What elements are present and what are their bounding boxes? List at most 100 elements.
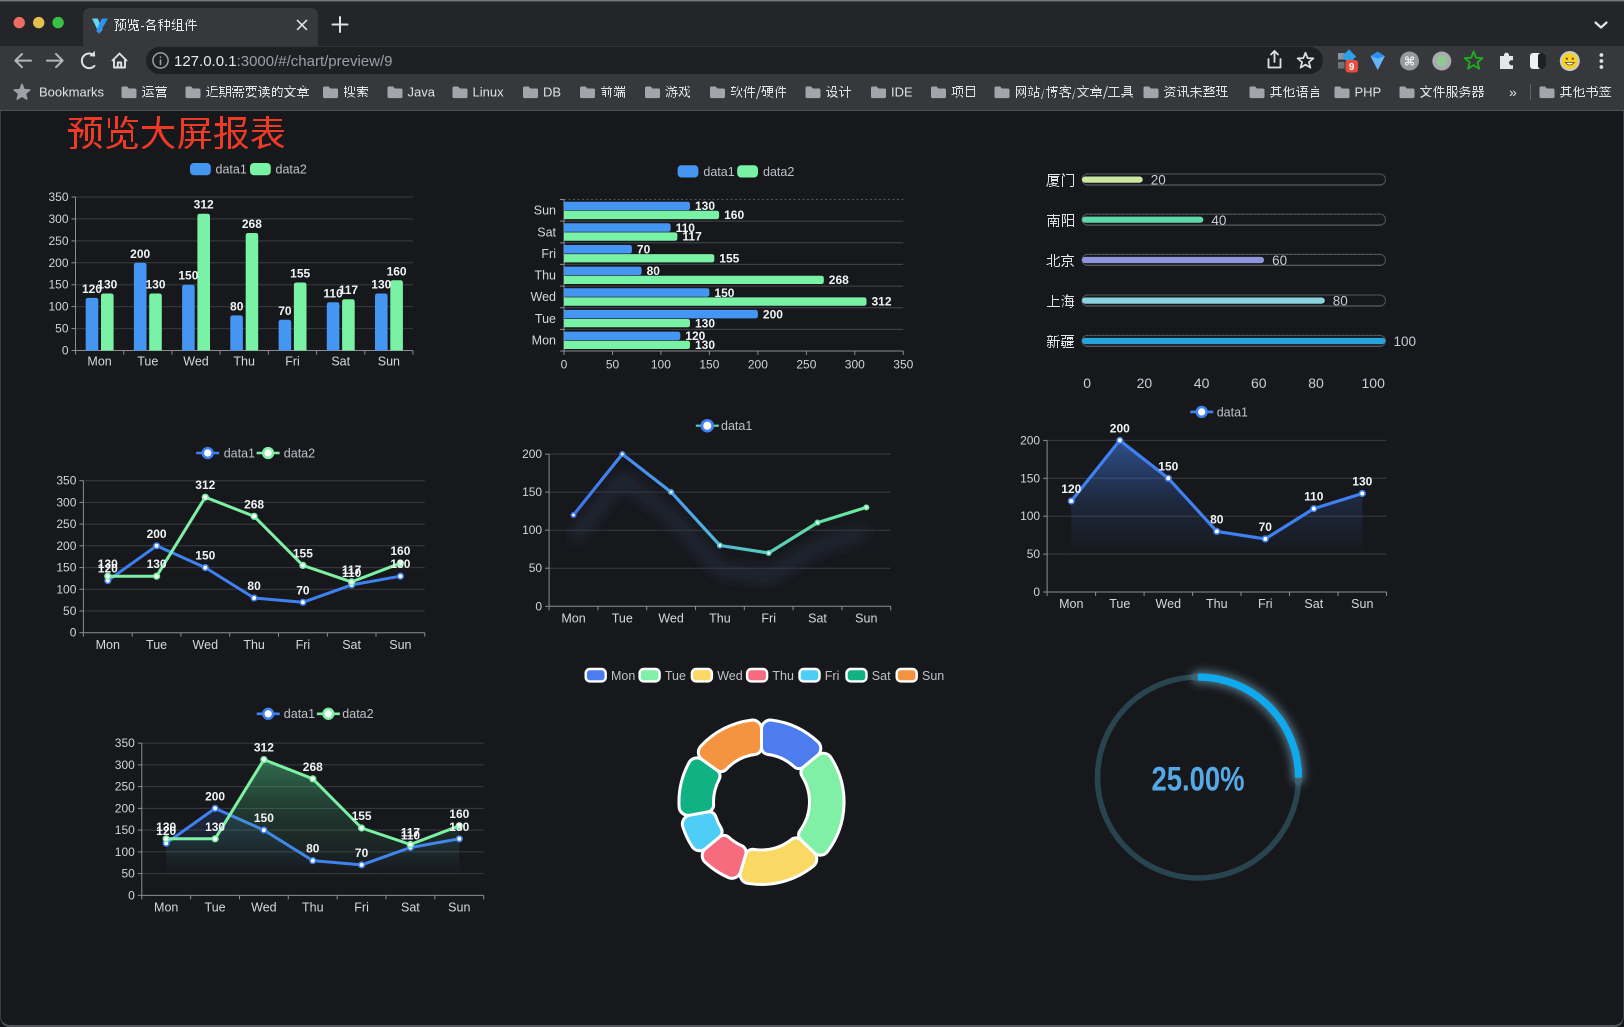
svg-text:Sat: Sat xyxy=(808,612,827,626)
svg-text:Wed: Wed xyxy=(193,638,219,652)
svg-text:Mon: Mon xyxy=(87,355,111,369)
svg-text:200: 200 xyxy=(48,256,68,270)
svg-text:200: 200 xyxy=(147,527,167,541)
svg-text:80: 80 xyxy=(306,842,320,856)
svg-text:120: 120 xyxy=(156,824,176,838)
svg-text:300: 300 xyxy=(48,212,68,226)
svg-text:Fri: Fri xyxy=(1258,597,1273,611)
svg-text:Sat: Sat xyxy=(1304,597,1323,611)
svg-text:Wed: Wed xyxy=(717,669,743,683)
svg-text:120: 120 xyxy=(685,329,705,343)
svg-text:data2: data2 xyxy=(284,446,315,460)
svg-text:300: 300 xyxy=(845,358,865,372)
svg-text:Sat: Sat xyxy=(537,225,556,239)
svg-text:9: 9 xyxy=(1349,62,1355,73)
svg-text:150: 150 xyxy=(1158,459,1178,473)
svg-text:160: 160 xyxy=(724,208,744,222)
svg-text:130: 130 xyxy=(145,278,165,292)
svg-text:Mon: Mon xyxy=(1059,597,1083,611)
svg-text:100: 100 xyxy=(1020,509,1040,523)
svg-text:Wed: Wed xyxy=(1156,597,1182,611)
svg-text:PHP: PHP xyxy=(1355,85,1382,100)
svg-text:350: 350 xyxy=(115,736,135,750)
svg-text:0: 0 xyxy=(62,344,69,358)
svg-text:50: 50 xyxy=(55,322,69,336)
svg-text:150: 150 xyxy=(195,549,215,563)
svg-text:Tue: Tue xyxy=(612,612,633,626)
svg-text:70: 70 xyxy=(637,243,651,257)
svg-text:Sun: Sun xyxy=(378,355,400,369)
svg-text:150: 150 xyxy=(522,485,542,499)
svg-text:130: 130 xyxy=(205,820,225,834)
svg-text:Sat: Sat xyxy=(331,355,350,369)
svg-text:50: 50 xyxy=(121,867,135,881)
svg-text:0: 0 xyxy=(1083,375,1091,391)
svg-text:150: 150 xyxy=(1020,471,1040,485)
svg-text:100: 100 xyxy=(1394,334,1417,349)
svg-text:Linux: Linux xyxy=(473,85,505,100)
svg-text:Fri: Fri xyxy=(825,669,840,683)
svg-text:Mon: Mon xyxy=(561,612,585,626)
svg-text:Wed: Wed xyxy=(658,612,684,626)
svg-text:IDE: IDE xyxy=(891,85,913,100)
svg-text:50: 50 xyxy=(606,358,620,372)
svg-text:40: 40 xyxy=(1211,213,1226,228)
svg-text:25.00%: 25.00% xyxy=(1152,761,1245,799)
svg-text:60: 60 xyxy=(1251,375,1267,391)
svg-text:80: 80 xyxy=(1308,375,1324,391)
svg-text:Thu: Thu xyxy=(534,269,556,283)
svg-text:Sat: Sat xyxy=(872,669,891,683)
svg-text:Thu: Thu xyxy=(772,669,794,683)
svg-text:100: 100 xyxy=(115,845,135,859)
svg-text:268: 268 xyxy=(829,273,849,287)
svg-text:150: 150 xyxy=(178,269,198,283)
svg-text:50: 50 xyxy=(63,604,77,618)
svg-text:155: 155 xyxy=(352,809,372,823)
svg-text:155: 155 xyxy=(293,546,313,560)
svg-text:70: 70 xyxy=(278,304,292,318)
svg-text:312: 312 xyxy=(195,478,215,492)
svg-text:70: 70 xyxy=(355,846,369,860)
svg-text:Sun: Sun xyxy=(922,669,944,683)
svg-text:0: 0 xyxy=(535,599,542,613)
svg-text:200: 200 xyxy=(115,801,135,815)
svg-text:130: 130 xyxy=(695,338,715,352)
svg-text:Thu: Thu xyxy=(233,355,255,369)
svg-text:200: 200 xyxy=(56,539,76,553)
svg-text:50: 50 xyxy=(1027,547,1041,561)
svg-text:Sun: Sun xyxy=(389,638,411,652)
svg-text:0: 0 xyxy=(128,888,135,902)
svg-text:120: 120 xyxy=(1061,482,1081,496)
svg-text:60: 60 xyxy=(1272,253,1287,268)
svg-text:data1: data1 xyxy=(284,707,315,721)
svg-text:268: 268 xyxy=(242,217,262,231)
svg-text:200: 200 xyxy=(748,358,768,372)
svg-text:100: 100 xyxy=(522,523,542,537)
svg-text:Java: Java xyxy=(408,85,436,100)
svg-text:Fri: Fri xyxy=(285,355,300,369)
svg-text:20: 20 xyxy=(1137,375,1153,391)
svg-text:Mon: Mon xyxy=(96,638,120,652)
svg-text:150: 150 xyxy=(714,286,734,300)
svg-text:250: 250 xyxy=(48,234,68,248)
svg-text:150: 150 xyxy=(48,278,68,292)
svg-text:160: 160 xyxy=(390,544,410,558)
svg-text:130: 130 xyxy=(449,820,469,834)
svg-text:Thu: Thu xyxy=(709,612,731,626)
svg-text:100: 100 xyxy=(48,300,68,314)
svg-text:Bookmarks: Bookmarks xyxy=(39,85,105,100)
svg-text:110: 110 xyxy=(1304,490,1324,504)
svg-text:Tue: Tue xyxy=(535,312,556,326)
svg-text:350: 350 xyxy=(48,190,68,204)
svg-text:130: 130 xyxy=(1352,475,1372,489)
svg-text:100: 100 xyxy=(56,582,76,596)
svg-text:160: 160 xyxy=(387,264,407,278)
svg-text:250: 250 xyxy=(56,517,76,531)
svg-text:80: 80 xyxy=(1333,294,1348,309)
svg-text:130: 130 xyxy=(147,557,167,571)
svg-text:Sun: Sun xyxy=(1351,597,1373,611)
svg-text:130: 130 xyxy=(371,278,391,292)
svg-text:DB: DB xyxy=(543,85,561,100)
svg-text:200: 200 xyxy=(763,307,783,321)
svg-text:Tue: Tue xyxy=(665,669,686,683)
